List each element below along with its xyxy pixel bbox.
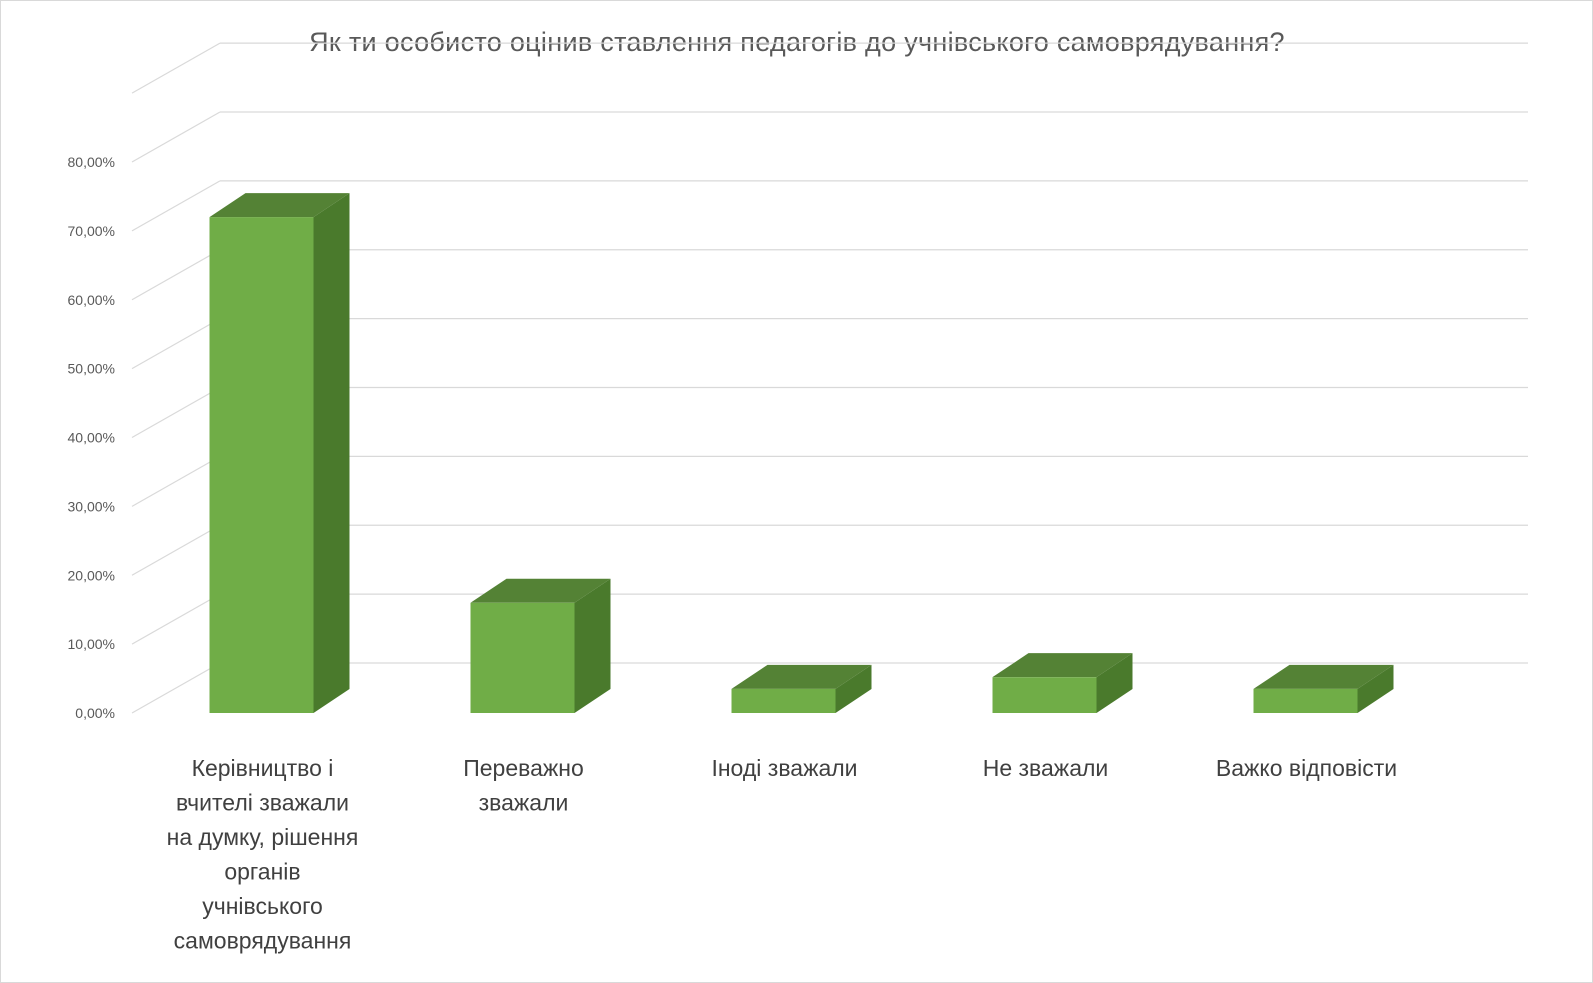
x-axis-category-labels: Керівництво і вчителі зважали на думку, рі… <box>167 755 1397 954</box>
y-tick-label: 60,00% <box>68 292 115 308</box>
bar <box>1253 664 1394 713</box>
category-label-line: Не зважали <box>983 755 1109 781</box>
bar <box>209 193 350 714</box>
bar-top-face <box>470 578 611 603</box>
category-label-line: Важко відповісти <box>1216 755 1397 781</box>
gridline <box>131 455 1528 507</box>
category-label-line: Переважно <box>463 755 584 781</box>
bar <box>731 664 872 713</box>
bar-top-face <box>1253 664 1394 689</box>
bar <box>470 578 611 713</box>
bars <box>209 193 1394 714</box>
gridline <box>131 386 1528 439</box>
gridline <box>131 318 1528 370</box>
y-tick-label: 10,00% <box>68 636 115 652</box>
category-label: Іноді зважали <box>711 755 857 781</box>
y-tick-label: 0,00% <box>75 705 115 721</box>
category-label-line: Керівництво і <box>192 755 334 781</box>
bar-side-face <box>1096 653 1133 713</box>
bar-front-face <box>731 688 836 713</box>
y-tick-label: 40,00% <box>68 430 115 446</box>
category-label: Важко відповісти <box>1216 755 1397 781</box>
gridline <box>131 662 1528 714</box>
category-label: Керівництво і вчителі зважали на думку, рі… <box>167 755 359 954</box>
bar-front-face <box>992 677 1097 713</box>
gridline <box>131 42 1528 94</box>
y-axis-tick-labels: 0,00% 10,00% 20,00% 30,00% 40,00% 50,00% 60,00… <box>68 154 115 721</box>
bar-top-face <box>209 193 350 218</box>
y-tick-label: 50,00% <box>68 361 115 377</box>
gridline <box>131 111 1528 163</box>
bar-front-face <box>1253 688 1358 713</box>
bar-side-face <box>1357 664 1394 713</box>
bar-front-face <box>470 602 575 713</box>
category-label: Переважно зважали <box>463 755 584 816</box>
category-label-line: на думку, рішення <box>167 824 359 850</box>
bar-front-face <box>209 217 314 713</box>
y-tick-label: 80,00% <box>68 154 115 170</box>
chart-title: Як ти особисто оцінив ставлення педагогі… <box>309 27 1285 57</box>
y-tick-label: 70,00% <box>68 223 115 239</box>
gridline <box>131 524 1528 576</box>
bar-side-face <box>574 578 611 713</box>
category-label-line: органів <box>224 859 300 885</box>
category-label-line: учнівського <box>202 893 323 919</box>
gridline <box>131 593 1528 645</box>
category-label-line: самоврядування <box>174 928 352 954</box>
gridline <box>131 249 1528 301</box>
category-label: Не зважали <box>983 755 1109 781</box>
gridline <box>131 180 1528 232</box>
y-tick-label: 30,00% <box>68 498 115 514</box>
category-label-line: Іноді зважали <box>711 755 857 781</box>
bar-top-face <box>731 664 872 689</box>
gridlines <box>131 42 1528 714</box>
y-tick-label: 20,00% <box>68 567 115 583</box>
category-label-line: вчителі зважали <box>176 790 349 816</box>
bar-side-face <box>835 664 872 713</box>
bar-top-face <box>992 653 1133 678</box>
bar-side-face <box>313 193 350 714</box>
bar <box>992 653 1133 713</box>
category-label-line: зважали <box>479 790 569 816</box>
